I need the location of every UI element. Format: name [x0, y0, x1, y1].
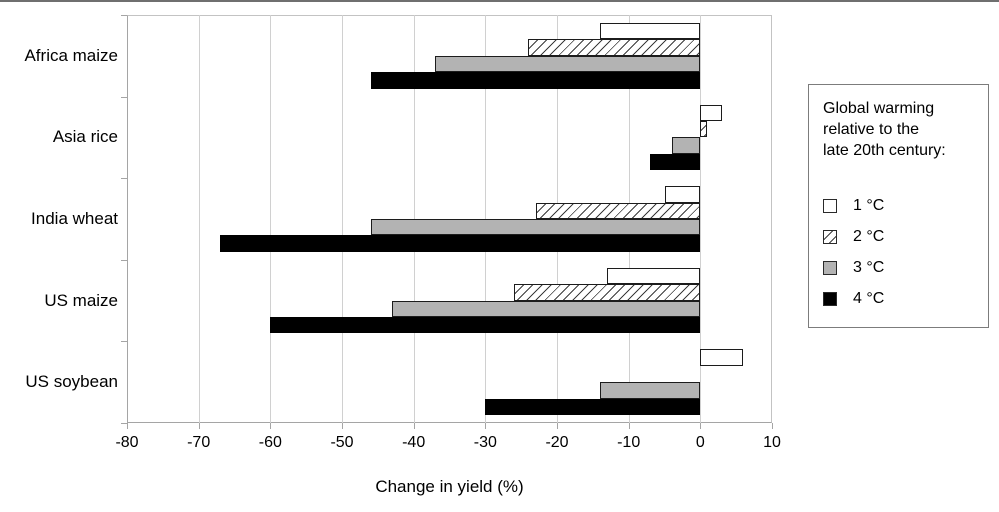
bar-india-wheat-4°C	[220, 235, 701, 252]
legend-title: Global warming relative to the late 20th…	[823, 98, 974, 161]
legend-item-4°C: 4 °C	[823, 283, 974, 314]
y-axis-tick	[121, 423, 127, 424]
legend-item-3°C: 3 °C	[823, 252, 974, 283]
x-tick-label: -10	[617, 434, 641, 451]
bar-us-soybean-4°C	[485, 398, 701, 415]
legend-title-line: relative to the	[823, 121, 920, 138]
legend-label: 4 °C	[853, 289, 885, 307]
bar-africa-maize-3°C	[435, 55, 701, 73]
bar-us-soybean-1°C	[700, 349, 744, 366]
x-tick-label: -50	[330, 434, 354, 451]
bar-africa-maize-2°C	[528, 39, 701, 56]
x-axis-tick	[342, 423, 343, 429]
y-axis-tick	[121, 96, 127, 98]
x-tick-label: 0	[695, 434, 705, 451]
legend-swatch-white-icon	[823, 198, 837, 213]
x-axis-title: Change in yield (%)	[375, 477, 524, 496]
bar-asia-rice-2°C	[700, 121, 708, 138]
legend-items: 1 °C 2 °C 3 °C 4 °C	[823, 190, 974, 314]
gridline	[700, 15, 702, 423]
y-axis-tick	[121, 259, 127, 261]
x-axis-tick	[127, 423, 128, 429]
bar-asia-rice-3°C	[671, 137, 701, 154]
bar-india-wheat-1°C	[664, 186, 701, 203]
bar-africa-maize-4°C	[370, 72, 701, 89]
x-tick-label: -20	[545, 434, 569, 451]
category-label-us-maize: US maize	[44, 290, 118, 310]
bar-asia-rice-4°C	[650, 153, 701, 171]
legend-item-2°C: 2 °C	[823, 221, 974, 252]
legend-item-1°C: 1 °C	[823, 190, 974, 221]
x-tick-label: 10	[763, 434, 781, 451]
bar-india-wheat-3°C	[370, 219, 701, 236]
category-label-africa-maize: Africa maize	[24, 45, 118, 65]
bar-us-maize-2°C	[514, 284, 701, 301]
bar-africa-maize-1°C	[600, 23, 701, 40]
bar-us-soybean-3°C	[600, 382, 701, 399]
y-axis-tick	[121, 341, 127, 343]
bar-asia-rice-1°C	[700, 104, 722, 121]
bar-us-maize-1°C	[607, 267, 701, 285]
category-label-us-soybean: US soybean	[25, 372, 118, 392]
x-tick-label: -40	[402, 434, 426, 451]
legend-title-line: Global warming	[823, 100, 935, 117]
legend: Global warming relative to the late 20th…	[808, 84, 989, 328]
legend-swatch-black-icon	[823, 291, 837, 306]
x-axis-tick	[700, 423, 702, 429]
gridline	[342, 15, 343, 423]
y-axis-tick	[121, 15, 127, 16]
x-axis-tick	[628, 423, 630, 429]
x-axis-tick	[413, 423, 415, 429]
x-axis-tick	[485, 423, 487, 429]
x-axis-tick	[772, 423, 773, 429]
gridline	[198, 15, 200, 423]
plot-area	[127, 15, 772, 423]
x-axis-tick	[198, 423, 200, 429]
legend-swatch-gray-icon	[823, 260, 837, 275]
legend-title-line: late 20th century:	[823, 142, 946, 159]
x-axis-tick	[557, 423, 558, 429]
gridline	[270, 15, 272, 423]
legend-swatch-hatched-icon	[823, 229, 837, 244]
category-label-asia-rice: Asia rice	[52, 127, 118, 147]
top-border-line	[0, 0, 999, 2]
x-tick-label: -70	[187, 434, 211, 451]
bar-india-wheat-2°C	[535, 202, 701, 219]
legend-label: 2 °C	[853, 227, 885, 245]
bar-us-maize-4°C	[270, 317, 701, 334]
y-axis-tick	[121, 178, 127, 180]
x-tick-label: -60	[258, 434, 282, 451]
x-axis-tick	[270, 423, 272, 429]
x-tick-label: -30	[473, 434, 497, 451]
x-tick-label: -80	[115, 434, 139, 451]
bar-us-maize-3°C	[392, 300, 701, 317]
category-label-india-wheat: India wheat	[31, 208, 118, 228]
legend-label: 1 °C	[853, 196, 885, 214]
legend-label: 3 °C	[853, 258, 885, 276]
